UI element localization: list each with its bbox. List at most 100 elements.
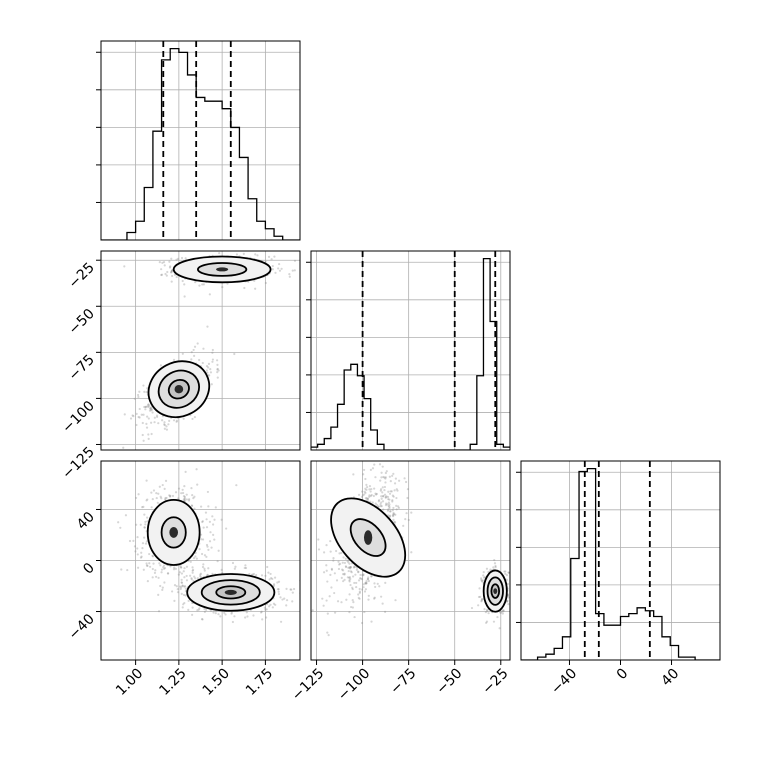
sample-point — [201, 361, 204, 365]
sample-point — [197, 608, 200, 611]
sample-point — [332, 559, 335, 562]
sample-point — [387, 497, 390, 501]
y-tick-label: −40 — [66, 611, 98, 643]
sample-point — [233, 352, 236, 356]
sample-point — [380, 505, 383, 508]
sample-point — [325, 599, 328, 602]
sample-point — [157, 593, 160, 596]
sample-point — [394, 521, 397, 524]
sample-point — [122, 446, 125, 449]
sample-point — [364, 477, 367, 481]
sample-point — [373, 582, 376, 585]
sample-point — [152, 489, 156, 492]
sample-point — [148, 565, 152, 568]
sample-point — [192, 497, 195, 500]
panel-frame — [310, 460, 511, 661]
sample-point — [205, 369, 208, 372]
sample-point — [209, 371, 213, 374]
sample-point — [489, 568, 492, 571]
sample-point — [386, 503, 389, 506]
sample-point — [384, 496, 388, 499]
sample-point — [479, 595, 482, 598]
sample-point — [137, 415, 140, 419]
sample-point — [154, 569, 157, 572]
sample-point — [381, 602, 384, 605]
sample-point — [214, 612, 217, 615]
sample-point — [134, 550, 137, 553]
sample-point — [370, 575, 373, 578]
sample-point — [180, 256, 184, 260]
sample-point — [162, 566, 165, 569]
sample-point — [379, 503, 382, 506]
sample-point — [392, 506, 395, 510]
sample-point — [342, 580, 345, 583]
sample-point — [293, 259, 297, 262]
sample-point — [391, 500, 394, 503]
sample-point — [209, 531, 212, 534]
sample-point — [344, 565, 348, 569]
sample-point — [277, 267, 280, 270]
sample-point — [492, 620, 496, 623]
sample-point — [349, 567, 352, 570]
sample-point — [177, 487, 181, 490]
sample-point — [358, 590, 361, 593]
sample-point — [368, 488, 371, 491]
sample-point — [150, 491, 153, 494]
sample-point — [485, 567, 489, 570]
sample-point — [150, 432, 153, 436]
sample-point — [340, 551, 343, 555]
sample-point — [388, 492, 392, 495]
sample-point — [363, 490, 366, 493]
sample-point — [190, 577, 193, 580]
sample-point — [135, 496, 138, 500]
sample-point — [173, 566, 176, 569]
sample-point — [349, 570, 353, 573]
sample-point — [279, 620, 283, 623]
sample-point — [201, 538, 205, 541]
sample-point — [212, 523, 215, 526]
sample-point — [325, 544, 328, 547]
sample-point — [266, 565, 269, 569]
sample-point — [482, 570, 485, 574]
sample-point — [481, 598, 484, 601]
sample-point — [260, 574, 264, 577]
sample-point — [364, 581, 368, 585]
sample-point — [285, 604, 288, 607]
sample-point — [165, 274, 168, 277]
sample-point — [175, 275, 178, 279]
sample-point — [381, 491, 384, 494]
sample-point — [480, 600, 483, 603]
sample-point — [388, 506, 391, 510]
sample-point — [373, 487, 376, 490]
sample-point — [182, 498, 185, 501]
sample-point — [143, 526, 146, 529]
sample-point — [181, 606, 184, 609]
sample-point — [192, 348, 195, 352]
sample-point — [384, 476, 387, 479]
sample-point — [386, 495, 390, 499]
sample-point — [377, 505, 380, 508]
sample-point — [170, 590, 174, 593]
sample-point — [406, 496, 409, 500]
sample-point — [138, 390, 141, 393]
sample-point — [182, 495, 186, 498]
sample-point — [151, 576, 154, 579]
sample-point — [235, 484, 238, 487]
sample-point — [352, 575, 355, 578]
sample-point — [211, 515, 214, 518]
sample-point — [393, 520, 396, 524]
sample-point — [501, 609, 504, 612]
sample-point — [153, 416, 156, 419]
sample-point — [359, 577, 362, 580]
sample-point — [384, 481, 387, 484]
sample-point — [172, 568, 176, 571]
sample-point — [208, 374, 211, 377]
sample-point — [311, 609, 314, 612]
sample-point — [180, 586, 183, 589]
sample-point — [126, 568, 129, 572]
sample-point — [380, 501, 383, 504]
sample-point — [357, 493, 361, 496]
sample-point — [369, 490, 372, 493]
sample-point — [514, 586, 516, 588]
sample-point — [139, 556, 143, 559]
